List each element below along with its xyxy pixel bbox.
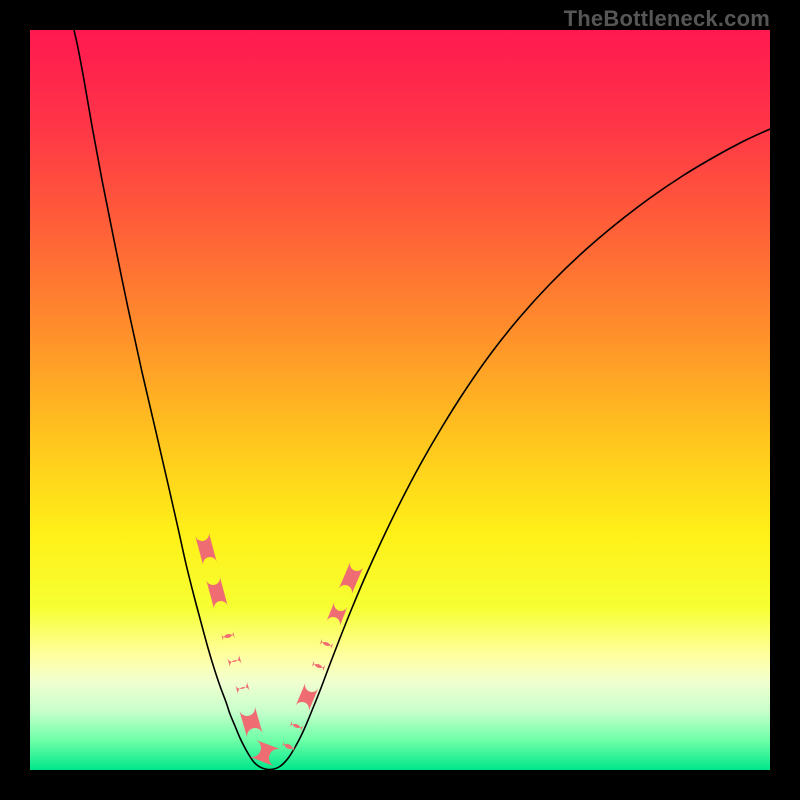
watermark-text: TheBottleneck.com bbox=[564, 6, 770, 32]
plot-area bbox=[30, 30, 770, 770]
chart-container: TheBottleneck.com bbox=[0, 0, 800, 800]
gradient-background bbox=[30, 30, 770, 770]
plot-svg bbox=[30, 30, 770, 770]
